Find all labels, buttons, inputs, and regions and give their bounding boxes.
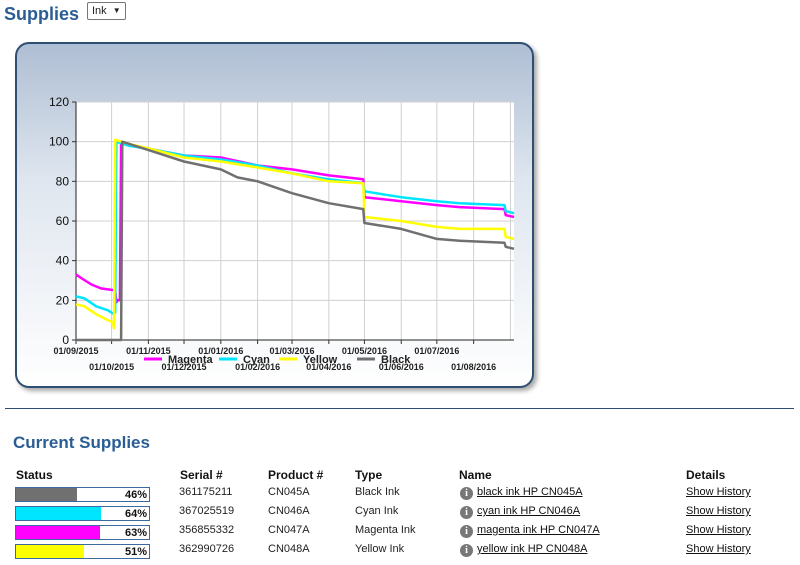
product-number: CN045A (268, 486, 310, 498)
legend-label-magenta: Magenta (168, 354, 214, 366)
serial-number: 362990726 (179, 543, 235, 555)
status-level-fill (16, 545, 84, 558)
y-tick-label: 0 (62, 333, 69, 347)
status-level-bar: 63% (15, 525, 150, 540)
x-tick-label: 01/05/2016 (342, 346, 387, 356)
status-header: Status (16, 468, 53, 482)
x-tick-label: 01/07/2016 (414, 346, 459, 356)
info-icon[interactable]: i (460, 506, 473, 519)
supply-type: Yellow Ink (355, 543, 405, 555)
supply-type-select[interactable]: Ink ▼ (87, 2, 126, 20)
supply-history-chart: 0 20 40 60 80 100 120 01/09/2015 01/11/2015 01/01… (49, 95, 515, 372)
supply-history-chart-panel: 0 20 40 60 80 100 120 01/09/2015 01/11/2015 01/01… (15, 42, 534, 388)
x-tick-label: 01/06/2016 (379, 362, 424, 372)
show-history-link[interactable]: Show History (686, 486, 751, 498)
serial-header: Serial # (180, 468, 223, 482)
name-header: Name (459, 468, 492, 482)
status-level-bar: 64% (15, 506, 150, 521)
current-supplies-title: Current Supplies (13, 433, 150, 452)
y-tick-label: 20 (56, 293, 70, 307)
legend-label-black: Black (381, 354, 411, 366)
show-history-link[interactable]: Show History (686, 505, 751, 517)
product-number: CN047A (268, 524, 310, 536)
status-level-bar: 51% (15, 544, 150, 559)
supply-type-select-value: Ink (92, 5, 107, 17)
status-percent: 51% (124, 546, 147, 558)
product-number: CN046A (268, 505, 310, 517)
supply-type: Cyan Ink (355, 505, 399, 517)
supply-type: Magenta Ink (355, 524, 416, 536)
x-tick-label: 01/12/2015 (161, 362, 206, 372)
supply-name-link[interactable]: black ink HP CN045A (477, 486, 583, 498)
product-header: Product # (268, 468, 324, 482)
section-divider (5, 408, 794, 409)
legend-label-yellow: Yellow (303, 354, 338, 366)
y-tick-label: 40 (56, 254, 70, 268)
x-tick-label: 01/10/2015 (89, 362, 134, 372)
x-tick-label: 01/04/2016 (306, 362, 351, 372)
supply-name-link[interactable]: cyan ink HP CN046A (477, 505, 581, 517)
product-number: CN048A (268, 543, 310, 555)
details-header: Details (686, 468, 726, 482)
x-tick-label: 01/02/2016 (235, 362, 280, 372)
y-tick-label: 100 (49, 135, 69, 149)
status-percent: 46% (124, 489, 147, 501)
serial-number: 367025519 (179, 505, 235, 517)
status-level-fill (16, 526, 100, 539)
series-line-black (76, 140, 515, 342)
x-tick-label: 01/08/2016 (451, 362, 496, 372)
x-tick-label: 01/11/2015 (126, 346, 171, 356)
serial-number: 356855332 (179, 524, 235, 536)
page-title: Supplies (4, 4, 80, 24)
series-line-yellow (75, 138, 515, 330)
y-tick-label: 80 (56, 174, 70, 188)
serial-number: 361175211 (179, 486, 233, 498)
supply-name-link[interactable]: magenta ink HP CN047A (477, 524, 600, 536)
supply-type: Black Ink (355, 486, 400, 498)
type-header: Type (355, 468, 383, 482)
legend-label-cyan: Cyan (243, 354, 270, 366)
x-tick-label: 01/03/2016 (270, 346, 315, 356)
status-percent: 64% (124, 508, 147, 520)
info-icon[interactable]: i (460, 525, 473, 538)
x-tick-label: 01/01/2016 (198, 346, 243, 356)
status-level-fill (16, 507, 102, 520)
y-tick-label: 60 (56, 214, 70, 228)
show-history-link[interactable]: Show History (686, 543, 751, 555)
chevron-down-icon: ▼ (112, 6, 121, 15)
info-icon[interactable]: i (460, 487, 473, 500)
status-percent: 63% (124, 527, 147, 539)
y-tick-label: 120 (49, 95, 69, 109)
info-icon[interactable]: i (460, 544, 473, 557)
supply-name-link[interactable]: yellow ink HP CN048A (477, 543, 588, 555)
status-level-bar: 46% (15, 487, 150, 502)
status-level-fill (16, 488, 78, 501)
x-tick-label: 01/09/2015 (53, 346, 98, 356)
series-line-cyan (75, 140, 515, 316)
show-history-link[interactable]: Show History (686, 524, 751, 536)
